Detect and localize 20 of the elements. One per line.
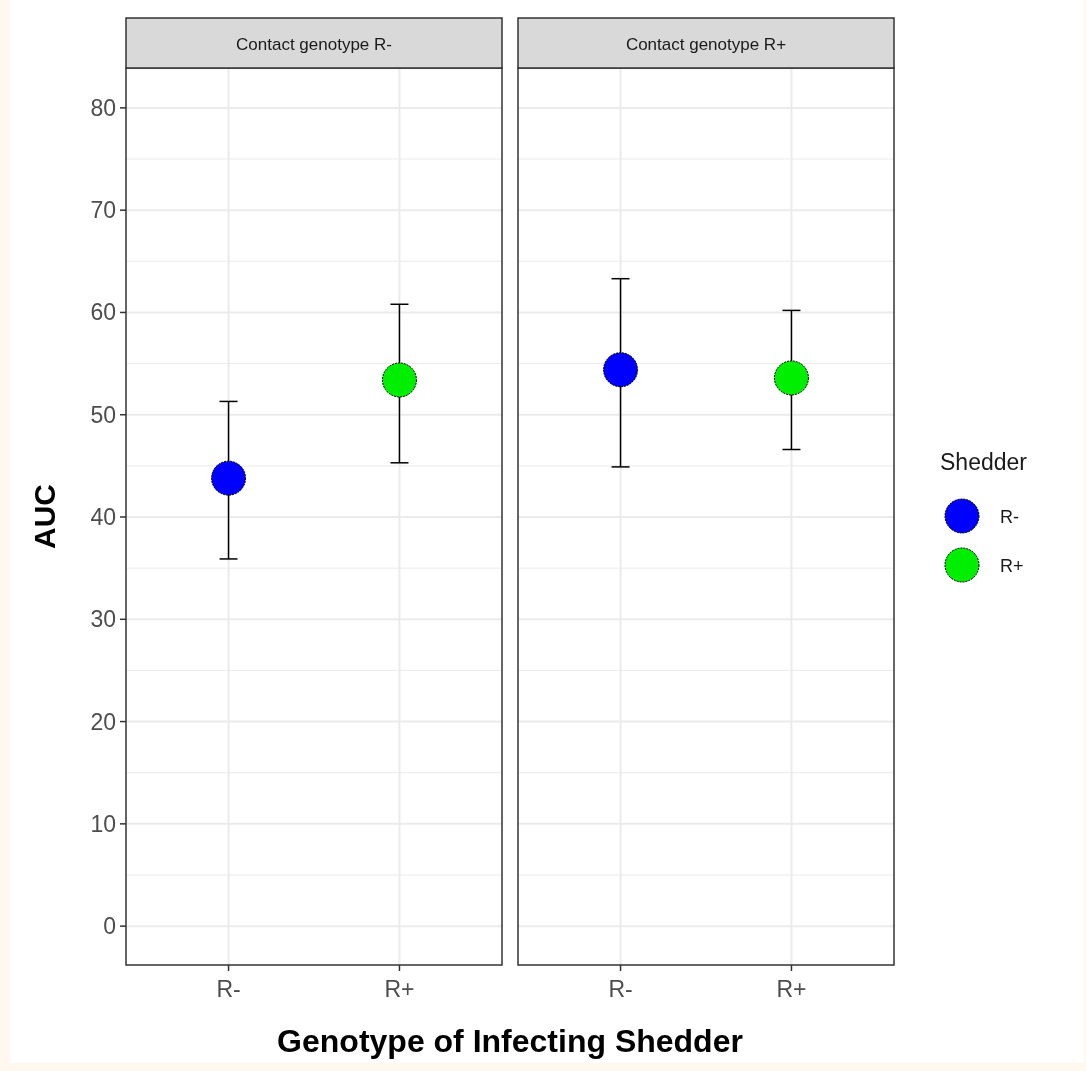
y-tick-label: 30 bbox=[90, 606, 116, 633]
y-tick-label: 0 bbox=[103, 913, 116, 940]
y-tick-label: 20 bbox=[90, 708, 116, 735]
y-tick-label: 80 bbox=[90, 94, 116, 121]
y-tick-label: 10 bbox=[90, 810, 116, 837]
y-tick-label: 50 bbox=[90, 401, 116, 428]
legend-title: Shedder bbox=[940, 449, 1028, 475]
y-tick-label: 60 bbox=[90, 299, 116, 326]
y-tick-label: 70 bbox=[90, 197, 116, 224]
legend-label: R- bbox=[1000, 507, 1019, 527]
legend-label: R+ bbox=[1000, 556, 1024, 576]
chart-title: Contact genotype R- bbox=[236, 35, 392, 54]
y-axis-title: AUC bbox=[28, 484, 61, 549]
x-tick-label: R+ bbox=[384, 976, 415, 1002]
chart-title: Contact genotype R+ bbox=[625, 35, 787, 54]
x-axis-title: Genotype of Infecting Shedder bbox=[277, 1023, 743, 1059]
x-tick-label: R- bbox=[608, 976, 633, 1002]
y-tick-label: 40 bbox=[90, 504, 116, 531]
x-tick-label: R+ bbox=[776, 976, 807, 1002]
x-tick-label: R- bbox=[216, 976, 241, 1002]
